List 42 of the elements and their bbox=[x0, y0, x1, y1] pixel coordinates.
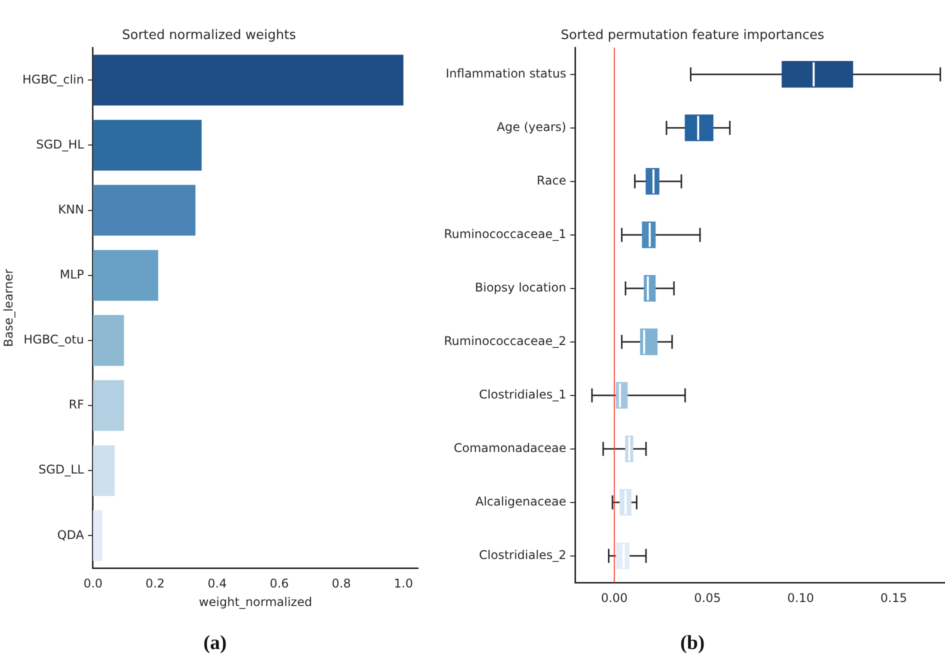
y-tick-label: Biopsy location bbox=[474, 280, 566, 294]
y-tick-label: Race bbox=[536, 173, 566, 188]
y-tick-label: Ruminococcaceae_1 bbox=[444, 226, 566, 241]
x-tick-label: 0.05 bbox=[694, 590, 721, 605]
bar bbox=[92, 445, 115, 496]
text: (a) bbox=[202, 632, 228, 655]
bar bbox=[92, 250, 158, 301]
y-tick-label: Clostridiales_2 bbox=[479, 548, 566, 562]
x-tick-label: 0.00 bbox=[600, 590, 628, 605]
y-tick-label: Alcaligenaceae bbox=[475, 494, 566, 508]
bar bbox=[92, 54, 404, 106]
x-tick-label: 0.0 bbox=[83, 576, 103, 591]
y-axis-title: Base_learner bbox=[1, 268, 16, 347]
bar bbox=[92, 510, 102, 562]
x-tick-label: 0.8 bbox=[332, 576, 351, 591]
y-tick-label: HGBC_otu bbox=[24, 332, 84, 347]
y-tick-label: Age (years) bbox=[496, 120, 566, 134]
x-axis-title: weight_normalized bbox=[198, 594, 312, 609]
y-tick-label: MLP bbox=[60, 267, 84, 282]
bar bbox=[92, 315, 124, 366]
y-tick-label: Ruminococcaceae_2 bbox=[444, 334, 566, 348]
x-tick-label: 0.4 bbox=[208, 576, 227, 591]
x-tick-label: 0.6 bbox=[270, 576, 289, 591]
bar bbox=[92, 184, 196, 236]
y-tick-label: Inflammation status bbox=[446, 66, 566, 80]
chart-title: Sorted normalized weights bbox=[122, 28, 296, 44]
x-tick-label: 0.2 bbox=[146, 576, 165, 591]
x-tick-label: 0.15 bbox=[880, 590, 908, 605]
x-tick-label: 1.0 bbox=[394, 576, 413, 591]
y-tick-label: HGBC_clin bbox=[22, 72, 84, 86]
chart-title: Sorted permutation feature importances bbox=[560, 28, 824, 44]
x-tick-label: 0.10 bbox=[787, 590, 814, 605]
y-tick-label: RF bbox=[68, 398, 84, 412]
y-tick-label: SGD_HL bbox=[36, 137, 84, 152]
text: (b) bbox=[679, 632, 706, 655]
bar bbox=[92, 120, 202, 171]
y-tick-label: Comamonadaceae bbox=[454, 440, 566, 455]
y-tick-label: SGD_LL bbox=[38, 462, 84, 477]
y-tick-label: Clostridiales_1 bbox=[479, 387, 566, 402]
y-tick-label: QDA bbox=[57, 528, 85, 542]
bar bbox=[92, 380, 124, 431]
y-tick-label: KNN bbox=[58, 202, 84, 216]
